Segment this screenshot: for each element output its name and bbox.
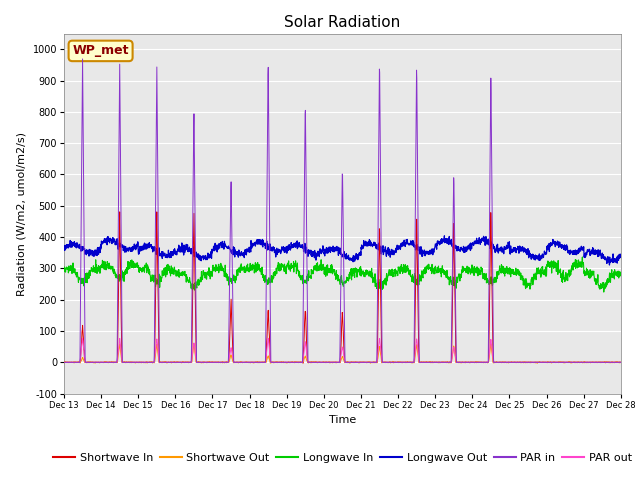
Title: Solar Radiation: Solar Radiation <box>284 15 401 30</box>
Legend: Shortwave In, Shortwave Out, Longwave In, Longwave Out, PAR in, PAR out: Shortwave In, Shortwave Out, Longwave In… <box>49 448 636 467</box>
X-axis label: Time: Time <box>329 415 356 425</box>
Y-axis label: Radiation (W/m2, umol/m2/s): Radiation (W/m2, umol/m2/s) <box>17 132 27 296</box>
Text: WP_met: WP_met <box>72 44 129 58</box>
